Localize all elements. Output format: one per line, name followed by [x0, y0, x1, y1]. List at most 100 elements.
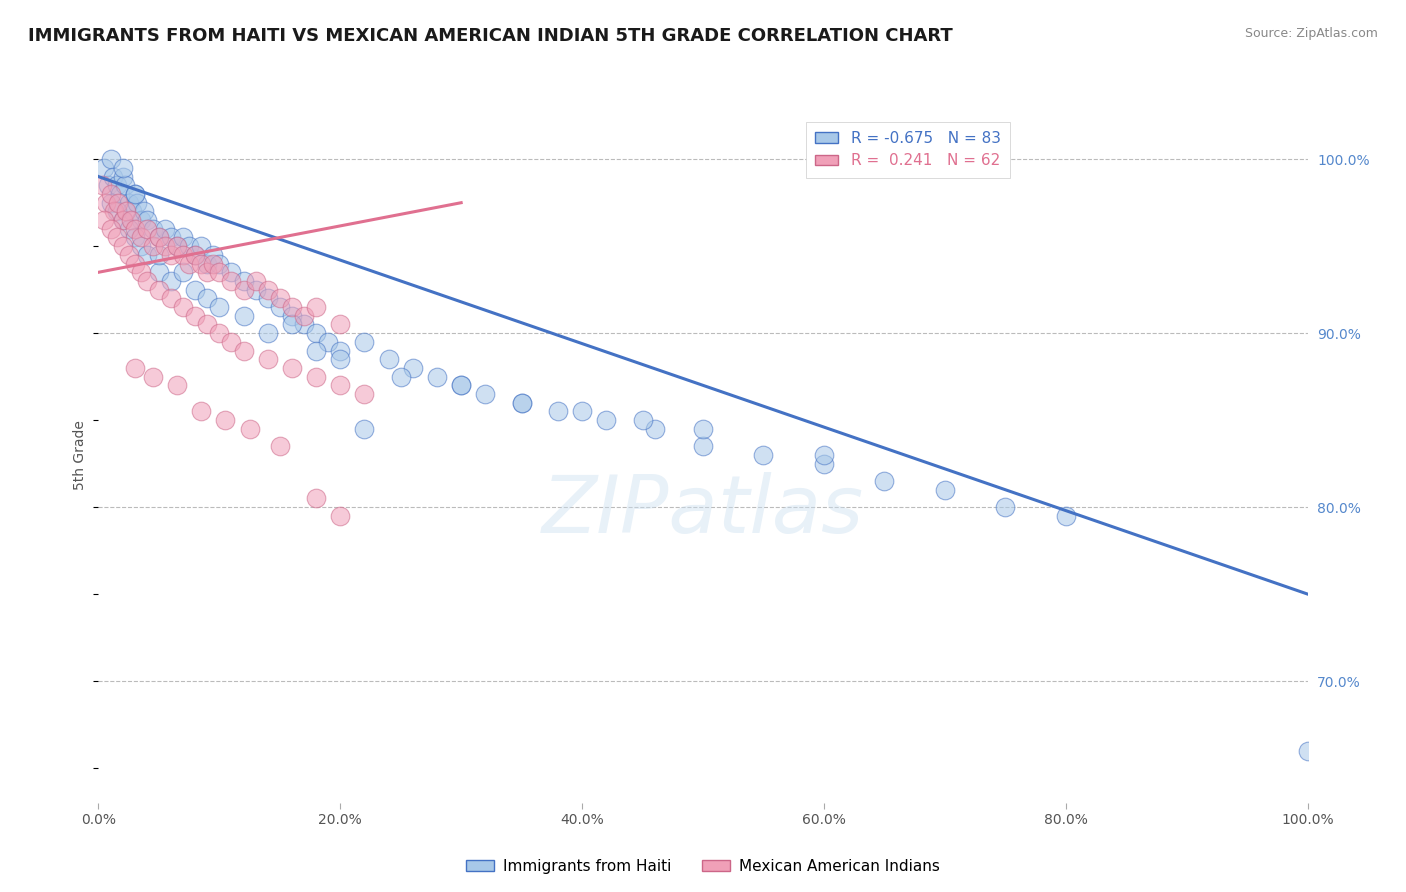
Point [329, 378, 352, 392]
Point [108, 187, 131, 202]
Point [100, 153, 122, 167]
Point [184, 248, 207, 262]
Point [121, 204, 143, 219]
Point [269, 300, 291, 314]
Point [256, 283, 278, 297]
Point [107, 195, 129, 210]
Point [692, 439, 714, 453]
Point [208, 257, 231, 271]
Point [93, 213, 115, 227]
Point [91, 178, 114, 193]
Point [256, 326, 278, 341]
Point [129, 265, 152, 279]
Text: Source: ZipAtlas.com: Source: ZipAtlas.com [1244, 27, 1378, 40]
Point [103, 204, 125, 219]
Point [305, 300, 328, 314]
Point [190, 257, 212, 271]
Point [124, 361, 146, 376]
Point [256, 292, 278, 306]
Point [208, 326, 231, 341]
Point [221, 274, 243, 288]
Point [111, 213, 134, 227]
Point [148, 230, 170, 244]
Point [93, 161, 115, 175]
Point [316, 334, 339, 349]
Point [124, 230, 146, 244]
Point [202, 257, 225, 271]
Point [124, 187, 146, 202]
Point [111, 213, 134, 227]
Point [221, 334, 243, 349]
Point [135, 213, 157, 227]
Point [232, 309, 254, 323]
Point [179, 239, 201, 253]
Point [232, 274, 254, 288]
Legend: Immigrants from Haiti, Mexican American Indians: Immigrants from Haiti, Mexican American … [460, 853, 946, 880]
Point [329, 352, 352, 367]
Point [135, 274, 157, 288]
Point [148, 283, 170, 297]
Point [184, 309, 207, 323]
Point [510, 396, 533, 410]
Point [305, 326, 328, 341]
Point [124, 187, 146, 202]
Point [166, 239, 188, 253]
Point [752, 448, 775, 462]
Point [148, 230, 170, 244]
Point [160, 274, 183, 288]
Point [105, 230, 128, 244]
Point [474, 387, 496, 401]
Point [202, 248, 225, 262]
Point [450, 378, 472, 392]
Point [595, 413, 617, 427]
Point [692, 422, 714, 436]
Point [97, 178, 120, 193]
Point [111, 161, 134, 175]
Point [118, 248, 141, 262]
Point [124, 222, 146, 236]
Point [100, 187, 122, 202]
Point [269, 292, 291, 306]
Point [1054, 508, 1077, 523]
Point [281, 309, 304, 323]
Point [120, 213, 142, 227]
Point [135, 222, 157, 236]
Point [510, 396, 533, 410]
Point [426, 369, 449, 384]
Y-axis label: 5th Grade: 5th Grade [73, 420, 87, 490]
Point [305, 491, 328, 506]
Point [305, 369, 328, 384]
Point [184, 248, 207, 262]
Point [190, 404, 212, 418]
Text: ZIPatlas: ZIPatlas [541, 472, 865, 549]
Point [166, 239, 188, 253]
Point [208, 300, 231, 314]
Point [644, 422, 666, 436]
Point [195, 292, 218, 306]
Point [148, 265, 170, 279]
Point [153, 222, 176, 236]
Point [245, 283, 267, 297]
Point [127, 195, 149, 210]
Point [934, 483, 956, 497]
Point [547, 404, 569, 418]
Point [129, 230, 152, 244]
Point [114, 178, 136, 193]
Point [813, 448, 835, 462]
Point [184, 283, 207, 297]
Point [190, 239, 212, 253]
Point [239, 422, 262, 436]
Point [256, 352, 278, 367]
Point [232, 283, 254, 297]
Point [631, 413, 654, 427]
Point [142, 369, 165, 384]
Point [269, 439, 291, 453]
Point [129, 239, 152, 253]
Point [160, 248, 183, 262]
Point [153, 239, 176, 253]
Point [172, 265, 194, 279]
Point [402, 361, 425, 376]
Point [111, 239, 134, 253]
Text: IMMIGRANTS FROM HAITI VS MEXICAN AMERICAN INDIAN 5TH GRADE CORRELATION CHART: IMMIGRANTS FROM HAITI VS MEXICAN AMERICA… [28, 27, 953, 45]
Point [377, 352, 399, 367]
